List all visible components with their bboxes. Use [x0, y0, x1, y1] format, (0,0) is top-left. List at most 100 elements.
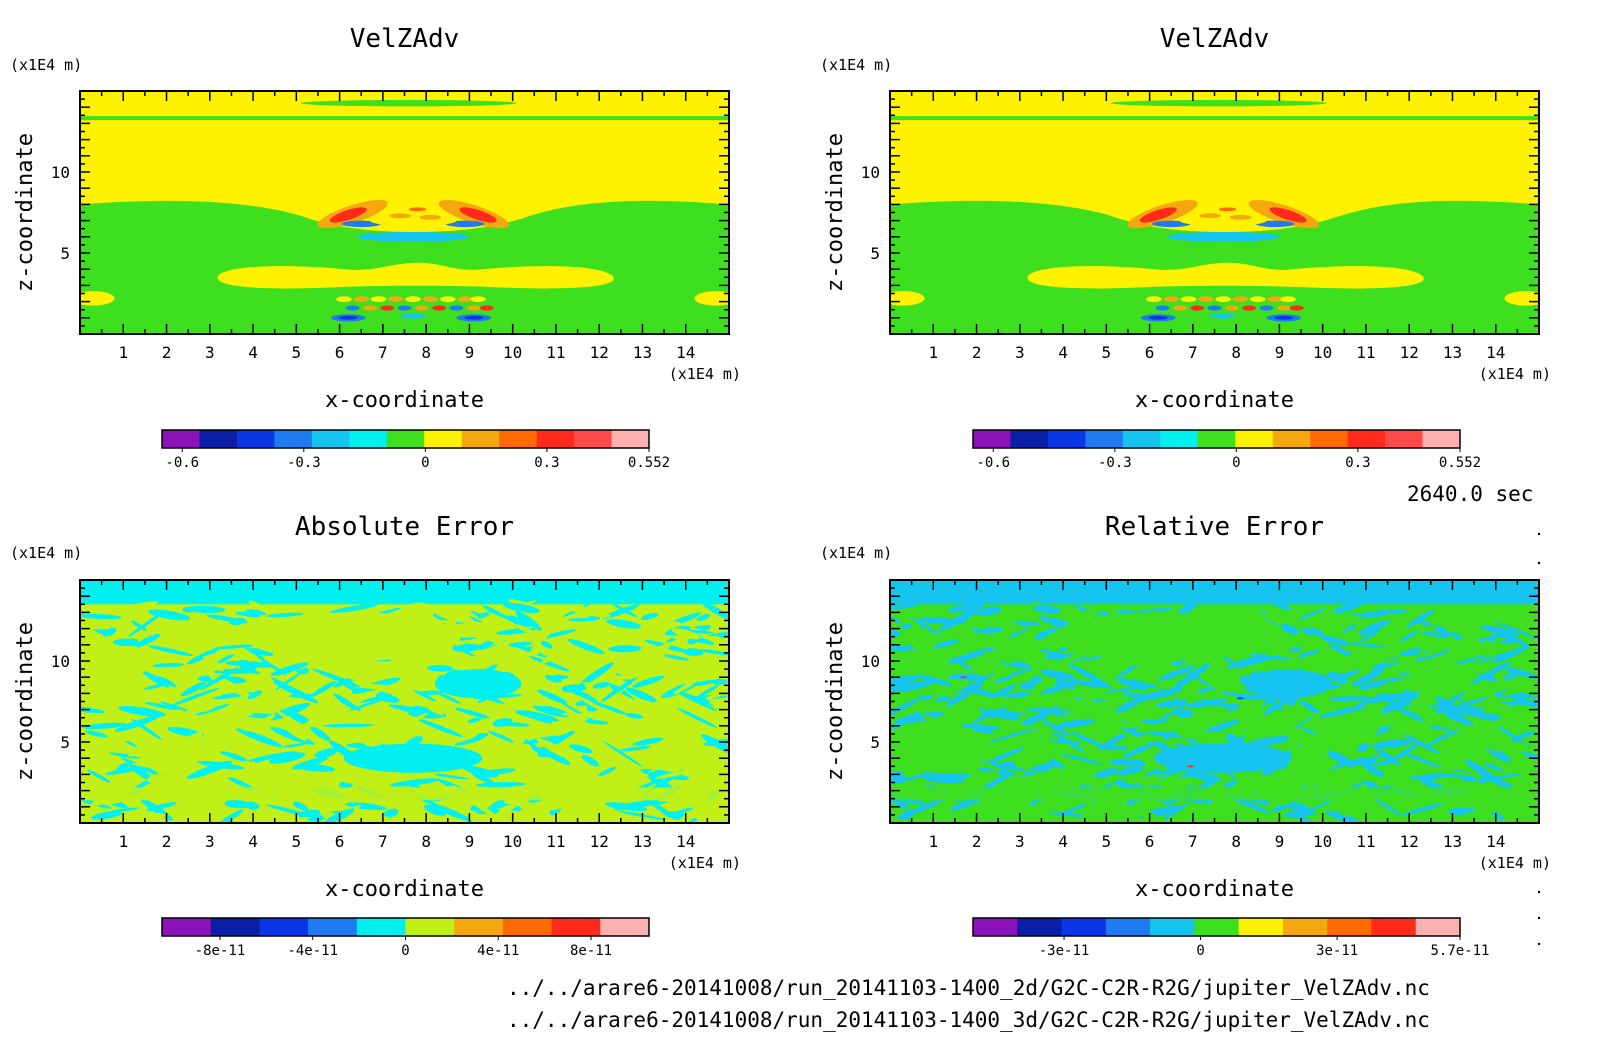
colorbar: -3e-11 0 3e-11 5.7e-11: [972, 917, 1490, 959]
noise-patch: [1492, 637, 1506, 644]
noise-patch: [1018, 762, 1059, 777]
surface-cell-top: [1267, 296, 1283, 303]
colorbar-label: 0.3: [1345, 455, 1370, 471]
noise-patch: [243, 646, 265, 660]
noise-patch: [1346, 642, 1386, 648]
noise-patch: [210, 629, 233, 642]
noise-patch: [124, 734, 162, 758]
noise-patch: [80, 695, 104, 716]
noise-patch: [204, 692, 223, 698]
x-tick-label: 5: [292, 832, 302, 851]
noise-patch: [538, 609, 565, 628]
noise-patch: [403, 712, 428, 727]
noise-patch: [267, 704, 311, 734]
noise-patch: [608, 645, 642, 653]
x-tick-label: 6: [1145, 343, 1155, 362]
surface-cell-mid: [1224, 305, 1239, 311]
surface-cell-top: [1249, 296, 1266, 303]
noise-patch: [401, 782, 422, 789]
noise-patch: [323, 690, 338, 701]
noise-patch: [1418, 636, 1456, 653]
surface-cell-top: [336, 296, 352, 303]
noise-patch: [993, 684, 1017, 698]
noise-patch: [488, 730, 514, 743]
noise-patch: [498, 803, 517, 814]
y-axis-label: z-coordinate: [13, 622, 38, 781]
x-tick-label: 9: [1275, 343, 1285, 362]
noise-patch: [939, 647, 959, 654]
x-tick-label: 8: [421, 343, 431, 362]
noise-patch: [1060, 753, 1104, 765]
noise-patch: [1342, 629, 1361, 640]
noise-patch: [917, 617, 967, 625]
noise-patch: [520, 762, 551, 774]
noise-patch: [338, 698, 362, 711]
noise-patch: [1371, 738, 1414, 749]
noise-patch: [348, 683, 399, 690]
colorbar-frame: [972, 429, 1461, 449]
x-unit-label: (x1E4 m): [669, 854, 741, 872]
noise-patch: [957, 732, 1007, 738]
x-tick-label: 1: [118, 343, 128, 362]
edge-cell-right: [694, 291, 729, 306]
noise-patch: [254, 755, 268, 763]
noise-patch: [235, 728, 283, 748]
colorbar-frame: [972, 917, 1461, 937]
x-tick-label: 7: [1188, 343, 1198, 362]
margin-dot: [1537, 916, 1541, 920]
surface-cell-top: [388, 296, 404, 303]
noise-patch: [907, 736, 940, 744]
noise-patch: [1143, 770, 1191, 788]
noise-patch: [467, 717, 482, 723]
margin-dot: [1537, 890, 1541, 894]
noise-patch: [1247, 736, 1291, 746]
x-tick-label: 5: [292, 343, 302, 362]
noise-patch: [649, 734, 693, 762]
roll-right-blue: [445, 220, 485, 228]
surface-cell-mid: [466, 305, 481, 311]
colorbar-swatch: [1310, 430, 1349, 448]
x-tick-label: 2: [972, 343, 982, 362]
colorbar-swatch: [162, 918, 212, 936]
noise-patch: [919, 702, 947, 710]
roll-left-core: [329, 207, 367, 223]
noise-patch: [125, 740, 138, 747]
noise-patch: [468, 626, 504, 645]
noise-patch: [612, 699, 630, 708]
x-unit-label: (x1E4 m): [1479, 854, 1551, 872]
colorbar-label: 3e-11: [1316, 943, 1358, 959]
noise-patch: [699, 649, 729, 656]
noise-patch: [375, 693, 400, 703]
surface-cell-mid: [414, 305, 429, 311]
noise-patch: [103, 775, 138, 780]
noise-patch: [682, 648, 704, 656]
noise-patch: [1475, 798, 1497, 806]
panel-3: Absolute Error (x1E4 m) (x1E4 m) x-coordina…: [10, 512, 741, 959]
noise-patch: [1183, 731, 1215, 737]
noise-patch: [1358, 619, 1390, 636]
colorbar-swatch: [574, 430, 613, 448]
noise-patch: [1121, 692, 1150, 699]
noise-patch: [701, 601, 729, 621]
noise-patch: [1493, 773, 1522, 779]
noise-patch: [704, 749, 729, 775]
panel-title: VelZAdv: [350, 24, 460, 54]
roll-center-yellow: [369, 214, 457, 227]
x-tick-label: 13: [633, 832, 652, 851]
noise-patch: [146, 773, 166, 783]
noise-patch: [288, 711, 312, 726]
heatmap-field: [890, 91, 1539, 334]
surface-cell-mid: [1242, 305, 1257, 311]
noise-patch: [1175, 600, 1199, 617]
colorbar-label: 5.7e-11: [1430, 943, 1489, 959]
noise-patch: [991, 649, 1016, 660]
noise-patch: [502, 602, 540, 613]
lower-cloud: [217, 262, 614, 289]
noise-patch: [282, 743, 306, 748]
noise-patch: [972, 711, 994, 724]
noise-patch: [545, 668, 578, 678]
noise-patch: [1478, 672, 1497, 682]
noise-patch: [632, 624, 677, 635]
noise-patch: [978, 760, 1026, 771]
noise-patch: [116, 762, 129, 772]
